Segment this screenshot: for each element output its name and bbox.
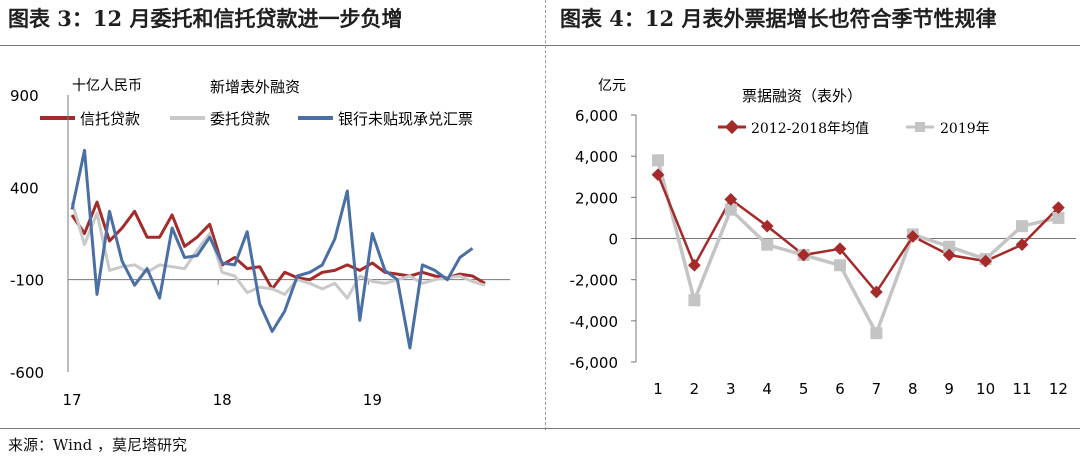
marker-avg-4 (760, 219, 774, 233)
series-line-entrusted (70, 201, 486, 300)
right-x-tick-6: 7 (872, 380, 882, 398)
top-rule (0, 45, 1080, 46)
marker-avg-3 (724, 193, 738, 206)
marker-2019-11 (1016, 220, 1028, 233)
left-y-tick-3: -600 (10, 364, 44, 382)
right-chart-title: 票据融资（表外） (742, 87, 862, 105)
right-x-tick-4: 5 (799, 380, 809, 398)
left-x-tick-2: 19 (363, 391, 382, 409)
marker-avg-2 (688, 258, 701, 272)
series-line-2019 (656, 159, 1059, 335)
right-chart-heading: 图表 4：12 月表外票据增长也符合季节性规律 (560, 6, 997, 31)
legend-marker-avg (724, 119, 740, 135)
right-x-tick-labels: 1 2 3 4 5 6 7 8 9 10 11 12 (653, 380, 1068, 398)
marker-2019-4 (761, 238, 774, 251)
legend-label-entrusted: 委托贷款 (210, 110, 270, 128)
right-y-tick-6: -6,000 (570, 354, 618, 372)
right-y-tick-1: 4,000 (575, 148, 618, 166)
left-x-tick-labels: 17 18 19 (62, 391, 381, 409)
right-x-tick-9: 10 (976, 380, 995, 398)
right-x-tick-0: 1 (653, 380, 663, 398)
right-x-tick-10: 11 (1012, 380, 1031, 398)
left-ylabel: 十亿人民币 (72, 78, 142, 94)
marker-2019-9 (943, 240, 956, 253)
left-chart: 十亿人民币 新增表外融资 信托贷款 委托贷款 银行未贴现承兑汇票 900 400 -… (10, 78, 510, 409)
series-line-bank (70, 148, 474, 350)
right-ylabel: 亿元 (598, 78, 626, 94)
legend-label-bank: 银行未贴现承兑汇票 (338, 110, 473, 128)
right-y-tick-4: -2,000 (570, 272, 618, 290)
marker-2019-2 (688, 294, 701, 307)
legend-label-trust: 信托贷款 (80, 110, 140, 128)
right-y-tick-labels: 6,000 4,000 2,000 0 -2,000 -4,000 -6,000 (570, 107, 618, 372)
source-note: 来源：Wind ，莫尼塔研究 (8, 436, 187, 454)
marker-2019-12 (1052, 211, 1065, 224)
right-y-tick-marks (631, 114, 636, 363)
marker-avg-10 (979, 254, 992, 268)
legend-label-2019: 2019年 (940, 121, 990, 137)
right-x-tick-7: 8 (908, 380, 918, 398)
right-x-tick-5: 6 (835, 380, 845, 398)
panel-separator (545, 0, 546, 430)
left-x-tick-marks (67, 279, 369, 285)
legend-marker-2019 (915, 122, 925, 132)
left-x-tick-1: 18 (213, 391, 232, 409)
marker-2019-3 (724, 203, 737, 216)
left-chart-title: 新增表外融资 (210, 78, 300, 96)
series-markers-avg (651, 168, 1065, 299)
right-x-tick-2: 3 (726, 380, 736, 398)
right-y-tick-5: -4,000 (570, 313, 618, 331)
right-chart: 亿元 票据融资（表外） 2012-2018年均值 2019年 6,000 4,00… (570, 78, 1076, 398)
right-x-tick-1: 2 (690, 380, 700, 398)
series-line-avg (656, 174, 1060, 294)
right-y-tick-3: 0 (608, 231, 618, 249)
marker-2019-1 (652, 154, 664, 167)
right-x-tick-11: 12 (1049, 380, 1068, 398)
marker-2019-7 (870, 327, 883, 340)
legend-label-avg: 2012-2018年均值 (751, 121, 869, 137)
right-x-tick-3: 4 (762, 380, 772, 398)
left-y-tick-labels: 900 400 -100 -600 (10, 87, 44, 382)
left-y-tick-0: 900 (10, 87, 39, 105)
marker-avg-5 (797, 248, 810, 262)
marker-2019-6 (834, 259, 846, 272)
left-y-tick-2: -100 (10, 272, 44, 290)
left-x-tick-0: 17 (62, 391, 81, 409)
right-x-tick-8: 9 (944, 380, 954, 398)
bottom-rule (0, 428, 1080, 429)
left-y-tick-1: 400 (10, 179, 39, 197)
marker-avg-7 (870, 285, 883, 299)
right-legend: 2012-2018年均值 2019年 (718, 119, 990, 137)
right-y-tick-2: 2,000 (575, 189, 618, 207)
series-line-trust (70, 200, 486, 291)
left-legend: 信托贷款 委托贷款 银行未贴现承兑汇票 (40, 110, 473, 128)
right-y-tick-0: 6,000 (575, 107, 618, 125)
left-chart-heading: 图表 3：12 月委托和信托贷款进一步负增 (8, 6, 403, 31)
series-markers-2019 (652, 154, 1065, 340)
